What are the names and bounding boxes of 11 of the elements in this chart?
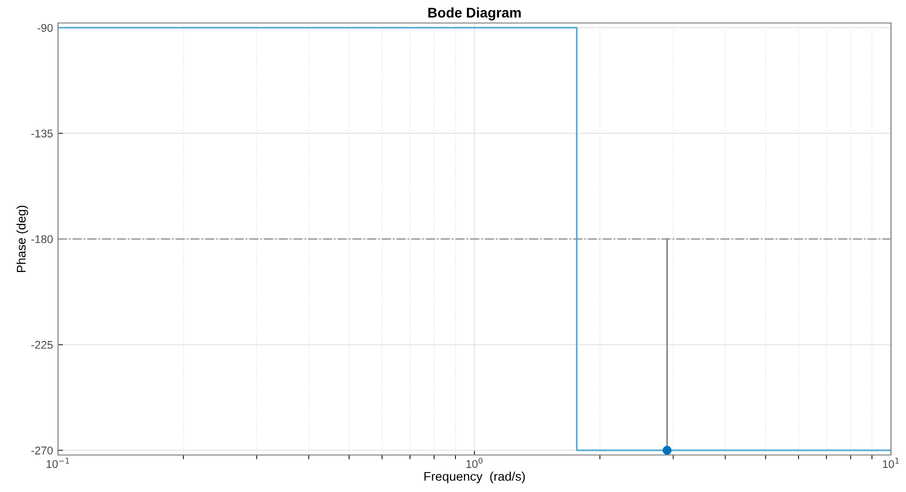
y-tick-label: -225 — [31, 340, 53, 349]
y-tick-label: -270 — [31, 446, 53, 454]
x-tick-label: 10$^{−1}$ — [46, 458, 70, 468]
x-tick-label: 10$^{0}$ — [466, 458, 483, 468]
y-tick-label: -90 — [38, 24, 53, 32]
y-axis-title: Phase (deg) — [16, 206, 28, 272]
chart-title: Bode Diagram — [428, 7, 521, 20]
x-tick-label: 10$^{1}$ — [882, 458, 899, 468]
x-axis-title: Frequency (rad/s) — [424, 472, 525, 484]
y-tick-label: -180 — [31, 235, 53, 244]
y-tick-label: -135 — [31, 130, 53, 138]
